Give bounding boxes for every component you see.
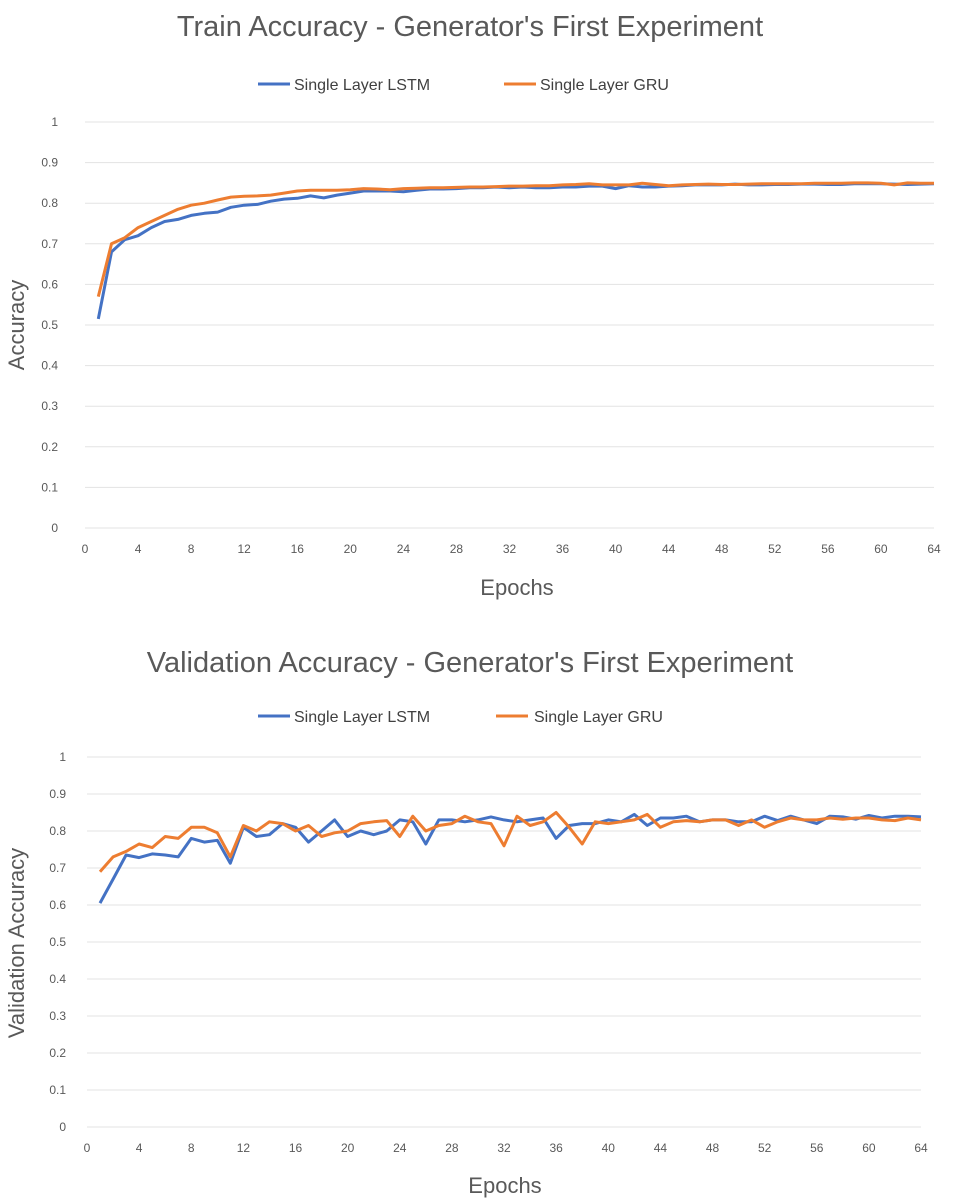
y-axis-label: Validation Accuracy	[4, 848, 29, 1038]
chart-title: Validation Accuracy - Generator's First …	[147, 647, 793, 679]
x-tick-label: 56	[810, 1141, 824, 1155]
x-axis-label: Epochs	[480, 575, 553, 600]
x-tick-label: 32	[497, 1141, 511, 1155]
y-tick-label: 0.4	[49, 972, 66, 986]
x-tick-label: 40	[602, 1141, 616, 1155]
series-line-lstm	[96, 182, 935, 320]
x-tick-label: 8	[188, 542, 195, 556]
y-tick-label: 0.7	[41, 237, 58, 251]
x-tick-label: 32	[503, 542, 517, 556]
chart-title: Train Accuracy - Generator's First Exper…	[177, 11, 763, 43]
y-tick-label: 0.6	[49, 898, 66, 912]
x-tick-label: 44	[662, 542, 676, 556]
x-tick-label: 16	[289, 1141, 303, 1155]
y-tick-label: 1	[51, 115, 58, 129]
y-tick-label: 1	[59, 750, 66, 764]
legend-label-lstm: Single Layer LSTM	[294, 77, 430, 94]
y-axis-label: Accuracy	[4, 280, 29, 370]
x-tick-label: 24	[397, 542, 411, 556]
train-accuracy-chart: Train Accuracy - Generator's First Exper…	[4, 11, 941, 600]
gridlines	[87, 756, 921, 1128]
x-tick-label: 20	[341, 1141, 355, 1155]
y-tick-label: 0.3	[49, 1009, 66, 1023]
validation-accuracy-chart: Validation Accuracy - Generator's First …	[4, 647, 928, 1198]
x-tick-label: 28	[450, 542, 464, 556]
x-tick-label: 40	[609, 542, 623, 556]
legend-label-gru: Single Layer GRU	[534, 709, 663, 726]
x-tick-label: 36	[549, 1141, 563, 1155]
x-tick-label: 4	[135, 542, 142, 556]
x-tick-label: 52	[768, 542, 782, 556]
y-tick-label: 0.5	[41, 318, 58, 332]
y-tick-label: 0	[51, 521, 58, 535]
y-tick-label: 0.8	[49, 824, 66, 838]
x-tick-label: 8	[188, 1141, 195, 1155]
legend: Single Layer LSTM Single Layer GRU	[258, 709, 663, 726]
y-tick-label: 0.9	[49, 787, 66, 801]
x-tick-label: 64	[914, 1141, 928, 1155]
x-tick-label: 60	[874, 542, 888, 556]
x-tick-label: 4	[136, 1141, 143, 1155]
legend-label-gru: Single Layer GRU	[540, 77, 669, 94]
gridlines	[85, 121, 934, 529]
legend: Single Layer LSTM Single Layer GRU	[258, 77, 669, 94]
legend-label-lstm: Single Layer LSTM	[294, 709, 430, 726]
x-tick-label: 12	[237, 1141, 251, 1155]
x-tick-label: 28	[445, 1141, 459, 1155]
y-tick-label: 0.3	[41, 399, 58, 413]
x-tick-label: 36	[556, 542, 570, 556]
y-tick-label: 0.1	[41, 480, 58, 494]
y-tick-label: 0.6	[41, 277, 58, 291]
x-tick-label: 12	[238, 542, 252, 556]
x-tick-label: 60	[862, 1141, 876, 1155]
y-tick-label: 0	[59, 1120, 66, 1134]
series-line-gru	[98, 811, 922, 873]
y-tick-label: 0.5	[49, 935, 66, 949]
y-tick-label: 0.4	[41, 359, 58, 373]
y-tick-label: 0.1	[49, 1083, 66, 1097]
x-tick-label: 44	[654, 1141, 668, 1155]
x-tick-label: 24	[393, 1141, 407, 1155]
x-tick-label: 48	[715, 542, 729, 556]
x-axis-label: Epochs	[468, 1173, 541, 1198]
x-tick-label: 20	[344, 542, 358, 556]
y-tick-label: 0.2	[49, 1046, 66, 1060]
series-line-gru	[96, 181, 934, 297]
x-tick-label: 64	[927, 542, 941, 556]
y-tick-label: 0.9	[41, 156, 58, 170]
x-tick-label: 48	[706, 1141, 720, 1155]
x-tick-label: 0	[84, 1141, 91, 1155]
x-tick-label: 16	[291, 542, 305, 556]
x-tick-label: 0	[82, 542, 89, 556]
y-tick-label: 0.2	[41, 440, 58, 454]
y-tick-label: 0.8	[41, 196, 58, 210]
x-tick-label: 52	[758, 1141, 772, 1155]
x-tick-label: 56	[821, 542, 835, 556]
y-tick-label: 0.7	[49, 861, 66, 875]
